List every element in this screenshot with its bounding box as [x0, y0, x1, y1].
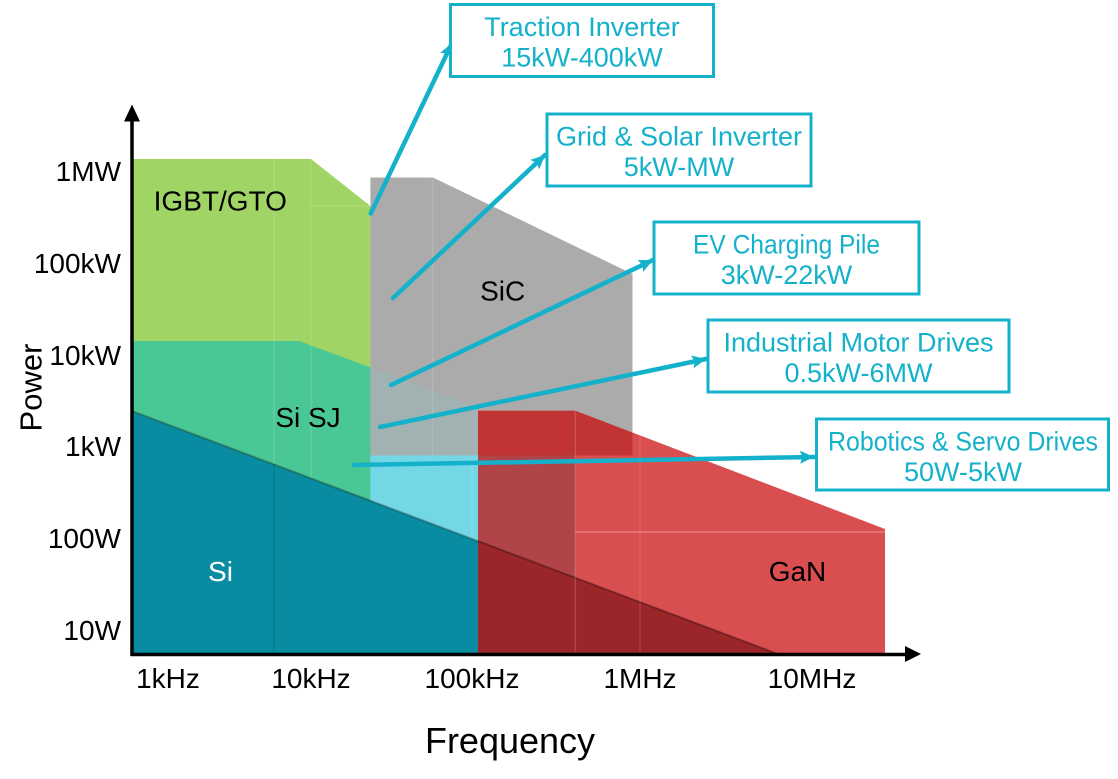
svg-text:0.5kW-6MW: 0.5kW-6MW [784, 358, 933, 388]
svg-text:10W: 10W [63, 615, 121, 646]
svg-text:EV Charging Pile: EV Charging Pile [693, 230, 880, 260]
svg-text:15kW-400kW: 15kW-400kW [501, 43, 663, 73]
svg-text:Robotics & Servo Drives: Robotics & Servo Drives [828, 427, 1098, 457]
svg-text:Traction Inverter: Traction Inverter [484, 12, 680, 42]
svg-text:10kHz: 10kHz [271, 663, 350, 694]
svg-text:Si SJ: Si SJ [275, 402, 340, 433]
svg-text:1kW: 1kW [65, 431, 122, 462]
svg-text:1MHz: 1MHz [603, 663, 676, 694]
svg-text:Power: Power [14, 344, 49, 432]
svg-text:100kHz: 100kHz [425, 663, 520, 694]
svg-text:GaN: GaN [769, 556, 827, 587]
svg-text:Industrial Motor Drives: Industrial Motor Drives [723, 328, 993, 358]
svg-text:SiC: SiC [480, 276, 525, 307]
svg-text:100kW: 100kW [34, 248, 122, 279]
svg-text:IGBT/GTO: IGBT/GTO [154, 186, 287, 217]
svg-text:1kHz: 1kHz [136, 663, 200, 694]
svg-text:3kW-22kW: 3kW-22kW [721, 260, 853, 290]
svg-text:5kW-MW: 5kW-MW [624, 152, 735, 182]
svg-text:100W: 100W [48, 523, 122, 554]
svg-text:Grid & Solar Inverter: Grid & Solar Inverter [556, 122, 802, 152]
svg-text:10MHz: 10MHz [768, 663, 857, 694]
svg-text:Frequency: Frequency [425, 720, 595, 761]
svg-text:10kW: 10kW [49, 340, 121, 371]
svg-text:Si: Si [208, 556, 233, 587]
svg-text:50W-5kW: 50W-5kW [904, 457, 1023, 487]
svg-text:1MW: 1MW [56, 156, 122, 187]
